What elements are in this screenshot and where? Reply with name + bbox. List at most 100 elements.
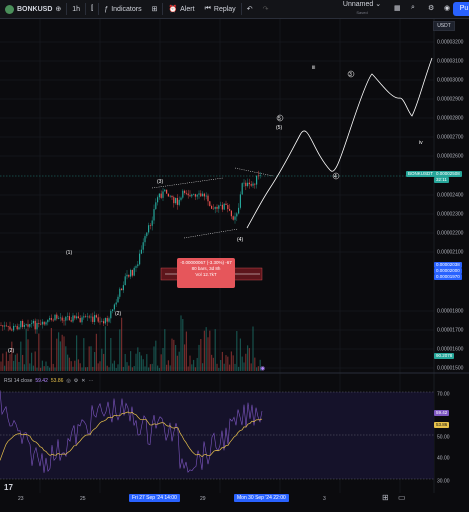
wave-circle-5 [276, 114, 284, 122]
price-tick: 0.00003200 [437, 40, 464, 46]
symbol-search[interactable]: BONKUSD ⊕ [0, 0, 66, 18]
symbol-logo-icon [5, 4, 14, 14]
range-end-date: Mon 30 Sep '24 22:00 [234, 494, 289, 502]
volume-tag: 90.2078 [434, 353, 455, 359]
templates-icon: ⊞ [151, 6, 158, 13]
layout-menu[interactable]: Unnamed ⌄ Saved [334, 1, 390, 17]
camera-icon[interactable]: ◉ [444, 5, 451, 12]
publish-label: Pu [459, 5, 469, 12]
price-tick: 0.00001500 [437, 366, 464, 372]
price-tag-1: 0.00002038 [434, 262, 462, 268]
grid-layout-icon[interactable]: ▦ [394, 5, 401, 12]
price-tick: 0.00002800 [437, 116, 464, 122]
wave-label-5: (5) [276, 125, 282, 131]
price-tick: 0.00003100 [437, 59, 464, 65]
settings-small-icon[interactable]: ⚙ [73, 378, 79, 384]
price-tag-3: 0.00001970 [434, 274, 462, 280]
wave-label-3-circle: 3 [349, 72, 352, 78]
rsi-value-tag: 59.42 [434, 410, 450, 416]
rsi-band [0, 392, 434, 479]
interval-label: 1h [72, 5, 81, 13]
replay-label: Replay [213, 5, 236, 13]
undo-button[interactable]: ↶ [242, 0, 258, 18]
measure-tooltip: -0.00000067 (-3.30%) -67 80 bars, 3d 8h … [177, 258, 235, 288]
templates-button[interactable]: ⊞ [147, 0, 163, 18]
rsi-ma-value: 53.86 [50, 378, 64, 384]
wave-label-iii: iii [312, 65, 315, 71]
redo-button[interactable]: ↷ [258, 0, 274, 18]
add-symbol-icon[interactable]: ⊕ [55, 6, 62, 13]
chart-canvas[interactable]: (1) (2) (2) (3) (4) (5) 5 4 3 iii iv 0.0… [0, 19, 469, 512]
rsi-ma-line [0, 411, 263, 461]
layout-status: Saved [356, 10, 368, 15]
chart-type-button[interactable]: ⫿ [86, 0, 98, 18]
rsi-tick: 40.00 [437, 456, 450, 462]
wave-label-2-start: (2) [8, 348, 14, 354]
price-tick: 0.00002100 [437, 250, 464, 256]
price-tick: 0.00002600 [437, 154, 464, 160]
price-tick: 0.00002400 [437, 193, 464, 199]
undo-icon: ↶ [246, 6, 253, 13]
screenshot-icon[interactable]: ▭ [398, 493, 406, 502]
measure-bars: 80 bars, 3d 8h [191, 266, 221, 271]
time-label-25: 25 [80, 496, 86, 502]
current-price-tag: 0.00002508 [434, 171, 462, 177]
publish-button[interactable]: Pu [453, 2, 469, 16]
search-icon[interactable]: ⌕ [411, 4, 415, 11]
more-icon[interactable]: ⋯ [88, 378, 94, 384]
rsi-value: 59.42 [35, 378, 48, 384]
rsi-ma-value-tag: 53.86 [434, 422, 450, 428]
price-tick: 0.00001600 [437, 347, 464, 353]
symbol-label: BONKUSD [17, 5, 53, 13]
rsi-legend[interactable]: RSI 14 close 59.42 53.86 ◎ ⚙ ✕ ⋯ [4, 378, 93, 384]
indicators-button[interactable]: ƒ Indicators [99, 0, 146, 18]
interval-button[interactable]: 1h [67, 0, 85, 18]
alert-button[interactable]: ⏰ Alert [163, 0, 199, 18]
redo-icon: ↷ [262, 6, 269, 13]
wave-label-2: (2) [115, 311, 121, 317]
layout-name: Unnamed [342, 1, 374, 8]
time-label-3: 3 [323, 496, 326, 502]
wave-label-4: (4) [237, 237, 243, 243]
elliott-projection-line [246, 57, 433, 229]
price-tick: 0.00002200 [437, 231, 464, 237]
wave-circle-3 [347, 70, 355, 78]
countdown-tag: 32:11 [434, 177, 449, 183]
time-axis[interactable]: 23 25 Fri 27 Sep '24 14:00 29 Mon 30 Sep… [0, 493, 434, 505]
alert-label: Alert [180, 5, 195, 13]
replay-icon: ⏮ [204, 5, 211, 12]
volume-bars [0, 315, 261, 371]
wave-label-1: (1) [66, 250, 72, 256]
wave-label-iv: iv [419, 140, 423, 146]
rsi-tick: 50.00 [437, 435, 450, 441]
alarm-icon: ⏰ [168, 6, 178, 13]
replay-button[interactable]: ⏮ Replay [200, 0, 241, 18]
candles [0, 170, 261, 334]
range-start-date: Fri 27 Sep '24 14:00 [129, 494, 180, 502]
rsi-tick: 30.00 [437, 479, 450, 485]
price-axis[interactable]: 0.00003200 0.00003100 0.00003000 0.00002900… [437, 40, 464, 372]
top-toolbar: BONKUSD ⊕ 1h ⫿ ƒ Indicators ⊞ ⏰ Alert ⏮ … [0, 0, 469, 19]
measure-change: -0.00000067 (-3.30%) -67 [180, 260, 232, 265]
wave-label-4-circle: 4 [334, 174, 337, 180]
wave-label-5-circle: 5 [278, 116, 281, 122]
rsi-line [0, 390, 263, 473]
currency-selector[interactable]: USDT [433, 21, 455, 31]
rsi-tick: 70.00 [437, 392, 450, 398]
visibility-icon[interactable]: ◎ [66, 378, 71, 384]
rsi-axis: 70.00 50.00 40.00 30.00 [437, 392, 450, 485]
indicators-label: Indicators [111, 5, 142, 13]
rsi-title: RSI 14 close [4, 378, 33, 384]
goto-date-icon[interactable]: ⊞ [382, 493, 389, 502]
tradingview-logo-icon: 17 [4, 483, 13, 492]
measure-volume: Vol 12.7kT [195, 272, 217, 277]
trendline-upper [151, 177, 224, 189]
indicators-icon: ƒ [104, 5, 109, 13]
price-tick: 0.00003000 [437, 78, 464, 84]
price-tick: 0.00002900 [437, 97, 464, 103]
price-tick: 0.00001800 [437, 309, 464, 315]
settings-icon[interactable]: ⚙ [428, 5, 435, 12]
delete-icon[interactable]: ✕ [81, 378, 86, 384]
price-tick: 0.00001700 [437, 328, 464, 334]
indicator-settings-icon[interactable]: ◉ [260, 366, 265, 372]
